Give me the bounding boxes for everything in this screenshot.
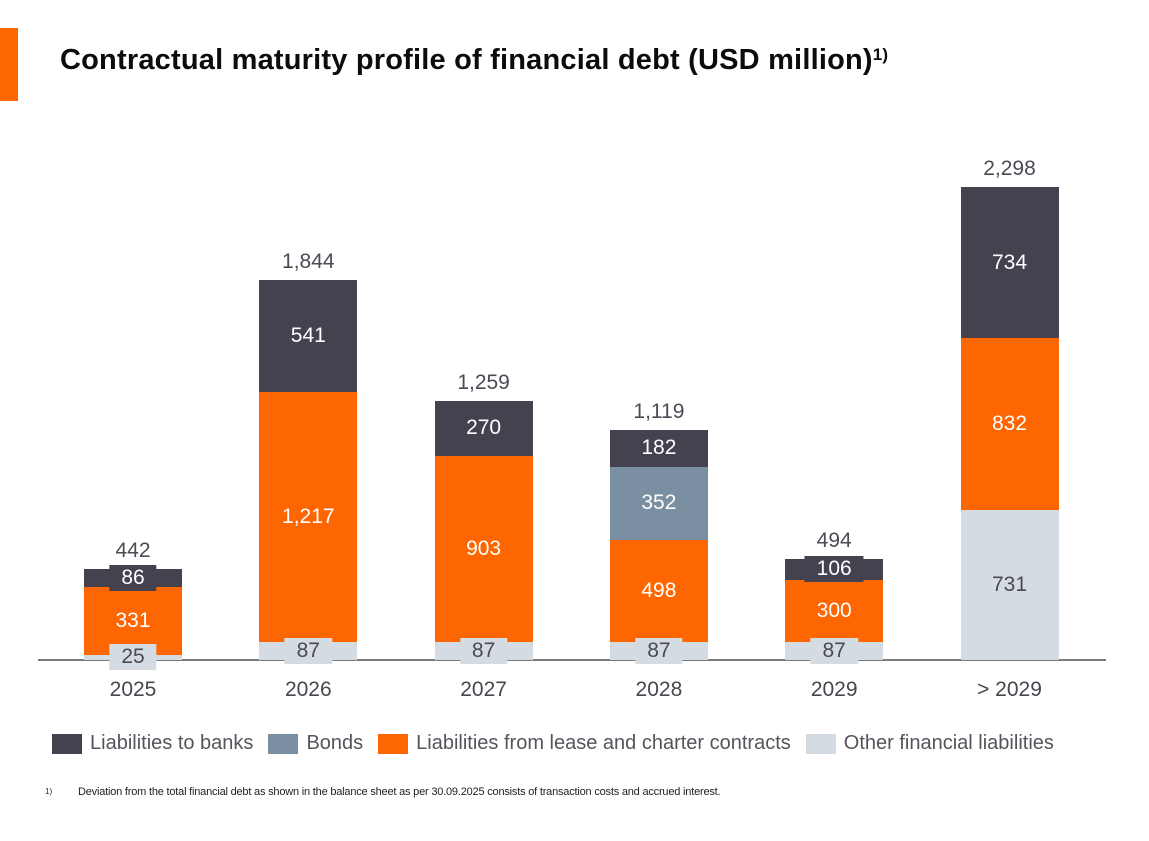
bar-total-label: 1,844 xyxy=(282,250,335,274)
x-axis-label: 2027 xyxy=(460,678,507,701)
bar-total-label: 1,119 xyxy=(633,399,685,423)
bar-segment-value-label: 86 xyxy=(109,564,157,591)
legend-swatch xyxy=(805,733,836,754)
x-axis-label: 2026 xyxy=(284,678,332,701)
footnote-marker: 1) xyxy=(45,787,53,796)
chart-legend: Liabilities to banks Bonds Liabilities fro… xyxy=(52,732,1054,755)
legend-item: Other financial liabilities xyxy=(805,732,1054,755)
bar-total-label: 442 xyxy=(115,539,151,563)
page-title-text: Contractual maturity profile of financia… xyxy=(60,44,873,76)
legend-item: Liabilities to banks xyxy=(52,732,253,755)
bar-segment-value-label: 352 xyxy=(629,490,689,517)
bar-segment-value-label: 270 xyxy=(454,415,514,442)
footnote: 1) Deviation from the total financial de… xyxy=(45,786,721,798)
footnote-text: Deviation from the total financial debt … xyxy=(78,786,721,798)
bar-segment-value-label: 903 xyxy=(454,536,514,563)
bar-segment-value-label: 87 xyxy=(459,638,508,665)
bar-segment-value-label: 106 xyxy=(804,556,864,583)
x-axis-line xyxy=(38,659,1106,661)
legend-item: Bonds xyxy=(268,732,363,755)
bar-segment-value-label: 498 xyxy=(629,577,689,604)
legend-label: Other financial liabilities xyxy=(843,732,1054,754)
bar-segment-value-label: 87 xyxy=(284,638,332,665)
bar-segment-value-label: 331 xyxy=(103,607,163,634)
bar-segment-value-label: 25 xyxy=(109,644,157,671)
bar-segment-value-label: 541 xyxy=(278,322,338,349)
legend-swatch xyxy=(52,733,82,754)
legend-item: Liabilities from lease and charter contr… xyxy=(378,732,791,755)
bar-segment-value-label: 734 xyxy=(979,249,1040,276)
x-axis-label: > 2029 xyxy=(977,678,1042,701)
bar-segment-value-label: 182 xyxy=(629,435,689,462)
bar-total-label: 1,259 xyxy=(457,370,510,394)
bar-segment-value-label: 832 xyxy=(979,410,1040,437)
bar-segment-value-label: 87 xyxy=(635,638,683,665)
bar-total-label: 2,298 xyxy=(983,157,1036,181)
legend-label: Liabilities from lease and charter contr… xyxy=(416,732,791,754)
page-title: Contractual maturity profile of financia… xyxy=(60,44,888,77)
bar-segment-value-label: 87 xyxy=(810,638,858,665)
x-axis-label: 2029 xyxy=(810,678,858,701)
legend-label: Liabilities to banks xyxy=(90,732,254,754)
legend-swatch xyxy=(378,733,409,754)
bar-total-label: 494 xyxy=(816,528,852,552)
bar-segment-value-label: 1,217 xyxy=(270,503,347,530)
bar-segment-value-label: 731 xyxy=(979,571,1040,598)
bar-segment-value-label: 300 xyxy=(804,598,864,625)
accent-bar xyxy=(0,28,18,101)
legend-swatch xyxy=(268,733,299,754)
legend-label: Bonds xyxy=(306,732,364,754)
x-axis-label: 2025 xyxy=(109,678,157,701)
x-axis-label: 2028 xyxy=(635,678,683,701)
title-footnote-ref: 1) xyxy=(872,45,889,64)
